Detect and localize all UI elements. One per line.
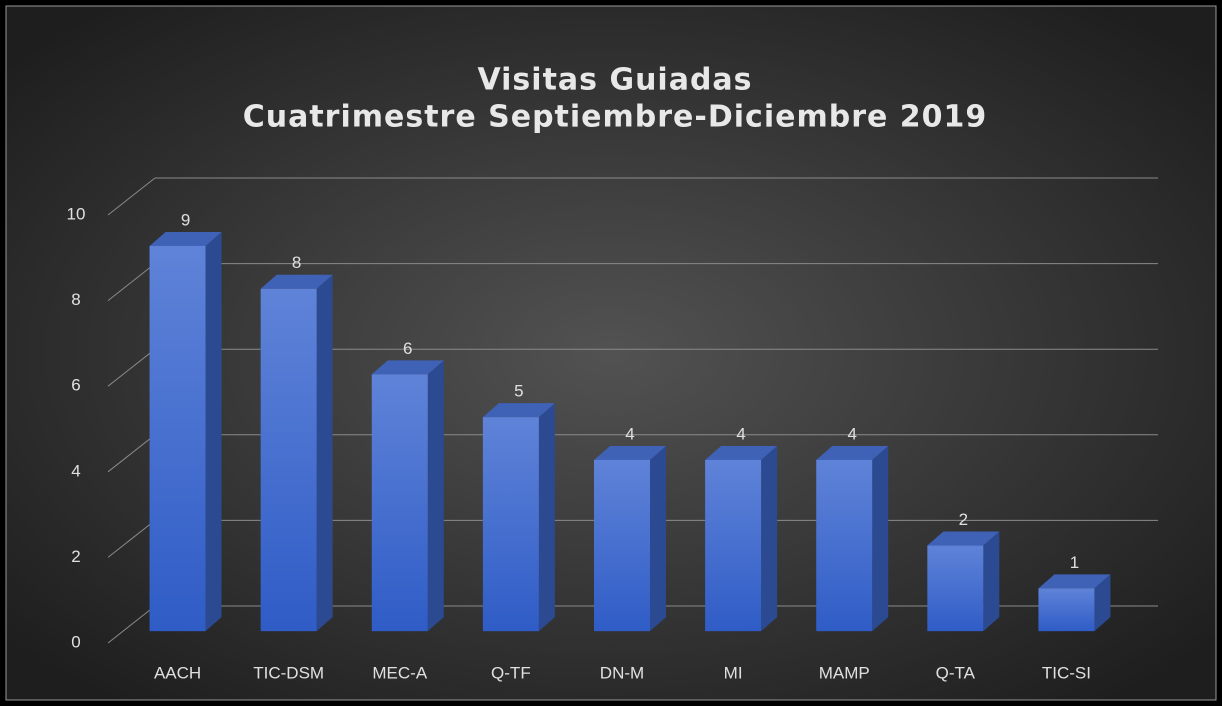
value-label: 9 <box>181 210 190 229</box>
bar <box>816 459 873 632</box>
y-tick-label: 10 <box>67 204 86 223</box>
bar-side <box>872 445 889 632</box>
grid-line-depth <box>107 605 156 644</box>
bar-top <box>260 274 333 289</box>
x-tick-label: Q-TF <box>491 663 531 682</box>
bar <box>260 288 317 632</box>
grid-line-depth <box>107 434 156 473</box>
chart-title: Visitas Guiadas <box>477 63 752 98</box>
bar <box>705 459 762 632</box>
value-label: 1 <box>1070 553 1079 572</box>
y-tick-label: 4 <box>71 461 80 480</box>
x-tick-label: MEC-A <box>372 663 427 682</box>
x-tick-label: TIC-DSM <box>253 663 324 682</box>
bar-side <box>205 231 222 632</box>
x-tick-label: MAMP <box>819 663 870 682</box>
bar-side <box>316 274 333 632</box>
value-label: 4 <box>625 424 634 443</box>
grid-line-depth <box>107 177 156 216</box>
bar-top <box>816 445 889 460</box>
bar-side <box>983 531 1000 632</box>
bar-top <box>1038 574 1111 589</box>
bar-side <box>650 445 666 632</box>
y-tick-label: 2 <box>71 547 80 566</box>
x-tick-label: Q-TA <box>936 663 976 682</box>
bar <box>482 417 539 632</box>
y-tick-label: 8 <box>71 290 80 309</box>
bar <box>1038 588 1095 632</box>
x-tick-label: MI <box>724 663 743 682</box>
value-label: 8 <box>292 253 301 272</box>
bar-top <box>371 360 444 375</box>
value-label: 4 <box>736 424 745 443</box>
grid-line-depth <box>107 520 156 558</box>
x-tick-label: TIC-SI <box>1042 663 1091 682</box>
value-label: 4 <box>847 424 856 443</box>
bar-top <box>149 231 222 246</box>
x-tick-label: AACH <box>154 663 201 682</box>
y-tick-label: 6 <box>71 376 80 395</box>
x-tick-label: DN-M <box>600 663 644 682</box>
value-label: 5 <box>514 382 523 401</box>
bar-top <box>927 531 1000 546</box>
value-label: 6 <box>403 339 412 358</box>
bar-side <box>761 445 778 632</box>
bar <box>927 545 984 632</box>
value-label: 2 <box>959 510 968 529</box>
bar-top <box>705 445 778 460</box>
grid-line-depth <box>107 263 156 301</box>
bar <box>149 245 206 632</box>
y-tick-label: 0 <box>71 632 80 651</box>
bar <box>594 459 650 632</box>
grid-line-depth <box>107 348 156 387</box>
bar-side <box>538 403 555 632</box>
bar <box>371 374 428 632</box>
bar-side <box>427 360 444 632</box>
bar-top <box>482 403 555 418</box>
bar-side <box>1094 574 1111 632</box>
bar-top <box>594 445 666 460</box>
chart-subtitle: Cuatrimestre Septiembre-Diciembre 2019 <box>243 100 988 135</box>
